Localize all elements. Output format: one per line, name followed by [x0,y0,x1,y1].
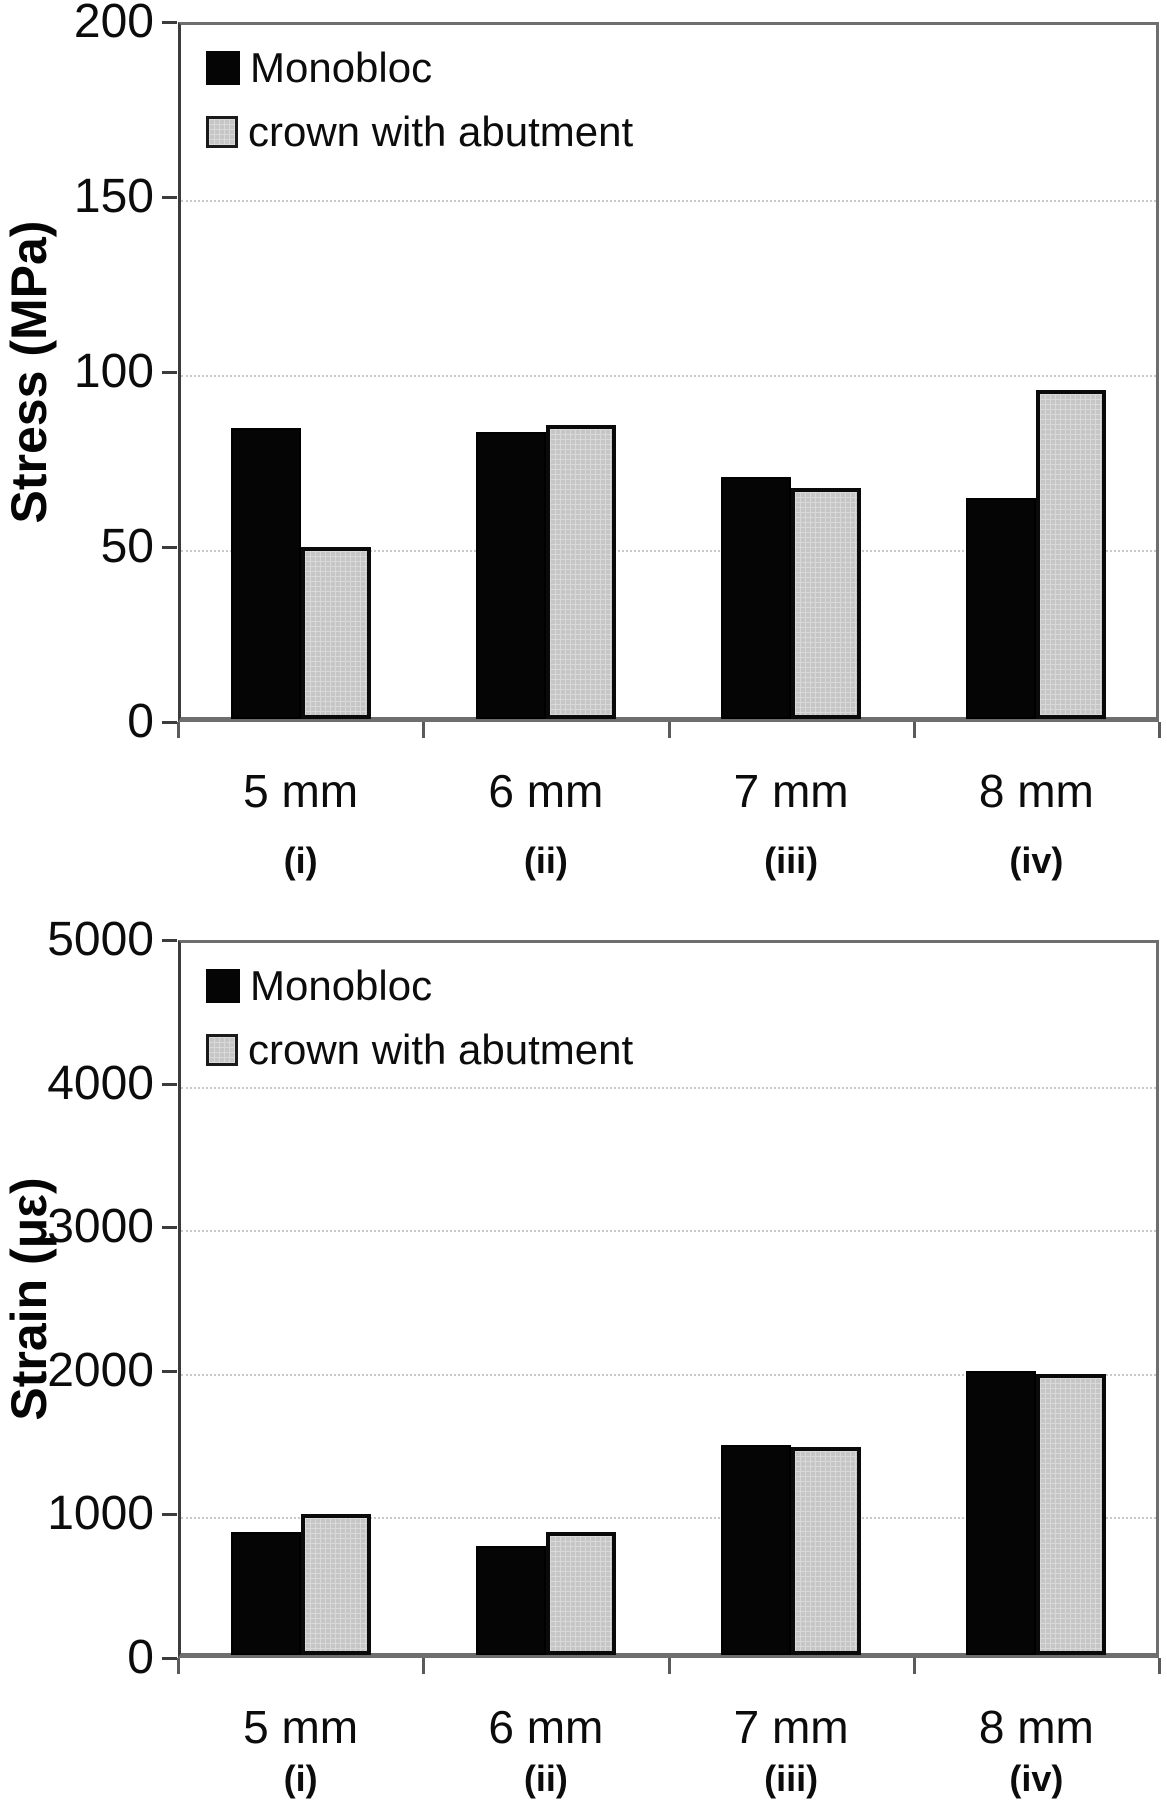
legend: Monobloc crown with abutment [206,44,633,156]
y-tick-label: 50 [100,520,154,573]
y-tick-label: 150 [73,170,154,223]
gridline [181,550,1156,552]
x-category-label: 7 mm [733,765,849,817]
x-category-label: 8 mm [978,1701,1094,1753]
x-tick-mark [177,1658,180,1674]
x-category-label: 5 mm [243,765,359,817]
bar-crown-with-abutment [545,1531,616,1655]
legend-label: Monobloc [250,962,433,1009]
gridline [181,375,1156,377]
y-tick-label: 3000 [47,1200,154,1254]
x-category-label: 6 mm [488,1701,604,1753]
y-tick-label: 0 [127,695,154,748]
category-slot [423,22,668,719]
bar-crown-with-abutment [791,487,862,719]
x-category-sublabel: (ii) [523,1758,568,1799]
x-category-sublabel: (i) [283,1758,318,1799]
legend-label: crown with abutment [248,1026,634,1073]
y-tick-mark [162,196,177,199]
gridline [181,200,1156,202]
bar-monobloc [966,1370,1037,1655]
y-tick-mark [162,371,177,374]
bar-monobloc [966,498,1037,719]
monobloc-swatch-icon [206,969,240,1003]
category-slot [914,22,1159,719]
x-category-sublabel: (iii) [764,840,819,881]
bar-crown-with-abutment [1036,389,1107,719]
y-axis-title: Strain (με) [1,1177,57,1421]
legend-label: Monobloc [250,44,433,91]
y-tick-label: 1000 [47,1487,154,1541]
x-tick-mark [1158,1658,1161,1674]
x-category-sublabel: (iv) [1009,840,1064,881]
x-category-label: 5 mm [243,1701,359,1753]
y-tick-label: 4000 [47,1056,154,1110]
x-category-label: 7 mm [733,1701,849,1753]
bar-crown-with-abutment [300,547,371,719]
x-category-sublabel: (iii) [764,1758,819,1799]
x-tick-mark [422,722,426,738]
gridline [181,1230,1156,1233]
bar-monobloc [721,1445,792,1655]
x-tick-mark [912,722,916,738]
x-category-label: 8 mm [978,765,1094,817]
y-tick-mark [162,1226,177,1230]
category-slot [914,940,1159,1655]
x-tick-mark [422,1658,426,1674]
x-tick-mark [667,1658,671,1674]
legend-item: crown with abutment [206,108,633,156]
y-tick-mark [162,1082,177,1086]
y-tick-label: 100 [73,345,154,398]
bar-crown-with-abutment [300,1514,371,1655]
legend: Monobloc crown with abutment [206,962,633,1074]
y-tick-mark [162,939,177,942]
legend-item: crown with abutment [206,1026,633,1074]
category-slot [669,22,914,719]
y-tick-mark [162,1657,177,1660]
x-tick-mark [1158,722,1161,738]
x-tick-mark [912,1658,916,1674]
bar-monobloc [475,1546,546,1655]
crown-with-abutment-swatch-icon [206,116,238,148]
bar-monobloc [230,1531,301,1655]
x-category-sublabel: (ii) [523,840,568,881]
category-slot [178,940,423,1655]
monobloc-swatch-icon [206,51,240,85]
gridline [181,1373,1156,1376]
y-tick-mark [162,721,177,724]
y-tick-mark [162,1513,177,1517]
bar-monobloc [475,431,546,719]
legend-item: Monobloc [206,962,633,1010]
y-tick-label: 2000 [47,1343,154,1397]
bar-crown-with-abutment [791,1446,862,1655]
bar-crown-with-abutment [545,424,616,719]
y-tick-mark [162,546,177,549]
category-slot [669,940,914,1655]
category-slot [178,22,423,719]
y-tick-label: 0 [127,1631,154,1684]
x-category-label: 6 mm [488,765,604,817]
bar-monobloc [230,428,301,719]
y-tick-mark [162,1369,177,1373]
legend-item: Monobloc [206,44,633,92]
x-tick-mark [177,722,180,738]
legend-label: crown with abutment [248,108,634,155]
x-category-sublabel: (i) [283,840,318,881]
crown-with-abutment-swatch-icon [206,1034,238,1066]
bar-monobloc [721,477,792,719]
y-tick-label: 200 [73,0,154,48]
bar-crown-with-abutment [1036,1373,1107,1655]
gridline [181,1086,1156,1089]
x-category-sublabel: (iv) [1009,1758,1064,1799]
category-slot [423,940,668,1655]
y-tick-mark [162,21,177,24]
gridline [181,1517,1156,1520]
y-tick-label: 5000 [47,913,154,966]
x-tick-mark [667,722,671,738]
